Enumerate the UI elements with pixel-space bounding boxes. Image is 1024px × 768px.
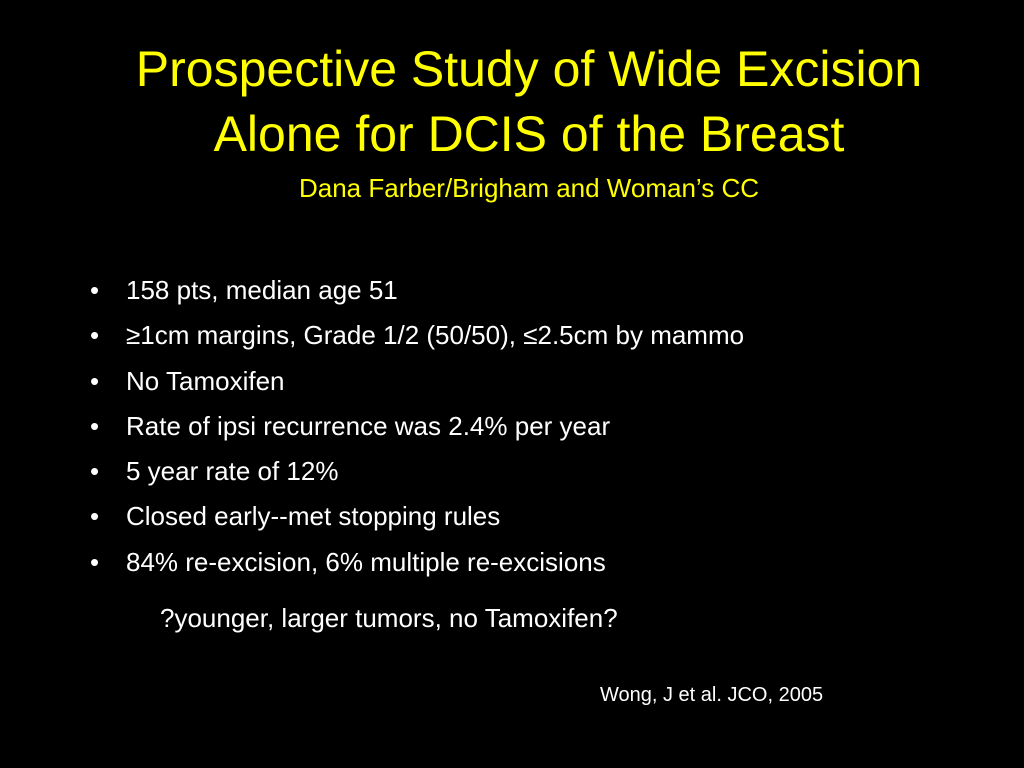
bullet: 158 pts, median age 51 — [90, 268, 744, 313]
bullet: ≥1cm margins, Grade 1/2 (50/50), ≤2.5cm … — [90, 313, 744, 358]
subtitle: Dana Farber/Brigham and Woman’s CC — [298, 173, 759, 203]
bullet: No Tamoxifen — [90, 359, 744, 404]
title-line: Prospective Study of Wide Excision — [135, 41, 923, 97]
bullet: 5 year rate of 12% — [90, 449, 744, 494]
bullet: Closed early--met stopping rules — [90, 494, 744, 539]
question: ?younger, larger tumors, no Tamoxifen? — [160, 603, 618, 633]
citation: Wong, J et al. JCO, 2005 — [600, 684, 824, 706]
title-line: Alone for DCIS of the Breast — [213, 106, 845, 162]
bullet-list: 158 pts, median age 51 ≥1cm margins, Gra… — [90, 268, 744, 585]
bullet: 84% re-excision, 6% multiple re-excision… — [90, 540, 744, 585]
bullet: Rate of ipsi recurrence was 2.4% per yea… — [90, 404, 744, 449]
